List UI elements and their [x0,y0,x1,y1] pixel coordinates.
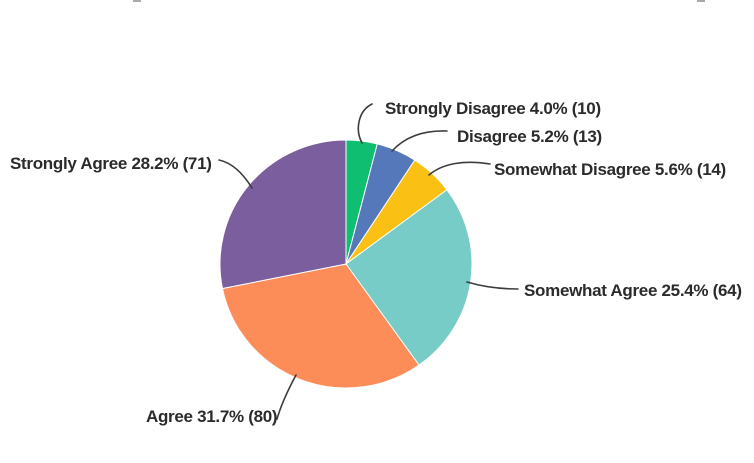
leader-line-disagree [391,130,448,152]
leader-line-strongly-agree [218,159,253,189]
label-agree: Agree 31.7% (80) [146,407,278,426]
label-somewhat-disagree: Somewhat Disagree 5.6% (14) [494,160,726,179]
leader-line-somewhat-disagree [428,161,491,176]
leader-line-strongly-disagree [357,103,373,144]
label-strongly-agree: Strongly Agree 28.2% (71) [10,154,212,173]
label-somewhat-agree: Somewhat Agree 25.4% (64) [524,281,742,300]
pie-slice-agree[interactable] [221,263,420,389]
label-disagree: Disagree 5.2% (13) [457,127,602,146]
cropped-content-artifact-left [133,0,141,2]
leader-line-somewhat-agree [466,281,519,290]
cropped-content-artifact-right [697,0,705,2]
label-strongly-disagree: Strongly Disagree 4.0% (10) [385,99,601,118]
leader-lines [218,103,519,420]
leader-line-agree [276,374,297,420]
pie-slices [219,139,473,389]
pie-slice-strongly-agree[interactable] [219,139,347,290]
